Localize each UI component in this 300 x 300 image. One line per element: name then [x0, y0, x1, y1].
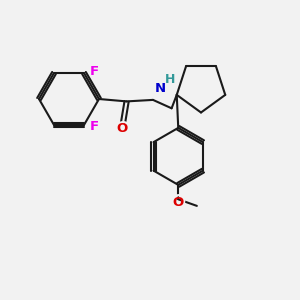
- Text: F: F: [89, 62, 101, 80]
- Text: F: F: [89, 120, 98, 133]
- Text: N: N: [154, 76, 168, 94]
- Text: O: O: [171, 193, 185, 211]
- Text: O: O: [117, 122, 128, 136]
- Text: O: O: [115, 120, 130, 138]
- Text: H: H: [164, 71, 178, 86]
- Text: N: N: [154, 82, 166, 94]
- Text: F: F: [89, 65, 98, 78]
- Text: F: F: [89, 118, 101, 136]
- Text: O: O: [172, 196, 184, 209]
- Text: H: H: [164, 74, 175, 86]
